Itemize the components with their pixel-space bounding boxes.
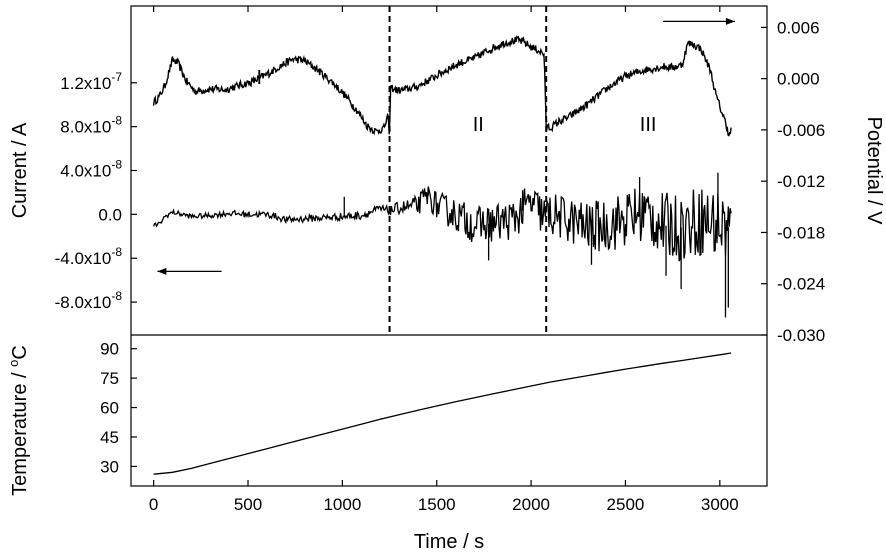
region-label: III	[640, 114, 657, 136]
x-tick-label: 1000	[323, 495, 361, 514]
x-tick-label: 3000	[701, 495, 739, 514]
right-tick-label: -0.006	[777, 121, 825, 140]
x-tick-label: 0	[149, 495, 158, 514]
temperature-tick-label: 75	[100, 369, 119, 388]
chart-marks	[152, 6, 735, 475]
right-tick-label: -0.024	[777, 275, 825, 294]
temperature-axis-title: Temperature / oC	[6, 345, 31, 496]
x-axis-title: Time / s	[414, 531, 484, 553]
right-tick-label: 0.000	[777, 70, 820, 89]
plot-frames	[130, 5, 768, 487]
potential-line	[152, 35, 732, 137]
left-tick-label: -4.0x10-8	[55, 245, 123, 268]
temperature-line	[153, 352, 732, 475]
right-tick-label: -0.030	[777, 326, 825, 345]
left-tick-label: -8.0x10-8	[55, 289, 123, 312]
potential-axis-title: Potential / V	[863, 117, 885, 226]
region-label: II	[473, 114, 484, 136]
right-tick-label: -0.012	[777, 172, 825, 191]
left-tick-label: 1.2x10-7	[60, 70, 122, 93]
temperature-tick-label: 60	[100, 399, 119, 418]
x-tick-label: 2500	[607, 495, 645, 514]
left-tick-label: 4.0x10-8	[60, 158, 122, 181]
right-tick-label: -0.018	[777, 223, 825, 242]
temperature-tick-label: 45	[100, 428, 119, 447]
region-label: I	[257, 67, 263, 89]
x-tick-label: 2000	[512, 495, 550, 514]
arrow-head	[157, 267, 167, 275]
plot-frame	[130, 5, 768, 487]
temperature-tick-label: 30	[100, 457, 119, 476]
current-axis-title: Current / A	[9, 122, 31, 218]
chart-labels: III III1.2x10-78.0x10-84.0x10-80.0-4.0x10…	[6, 18, 885, 553]
temperature-tick-label: 90	[100, 340, 119, 359]
current-line	[152, 186, 732, 262]
left-tick-label: 0.0	[98, 205, 122, 224]
arrow-head	[725, 17, 735, 25]
x-tick-label: 1500	[418, 495, 456, 514]
right-tick-label: 0.006	[777, 18, 820, 37]
x-tick-label: 500	[234, 495, 262, 514]
left-tick-label: 8.0x10-8	[60, 114, 122, 137]
